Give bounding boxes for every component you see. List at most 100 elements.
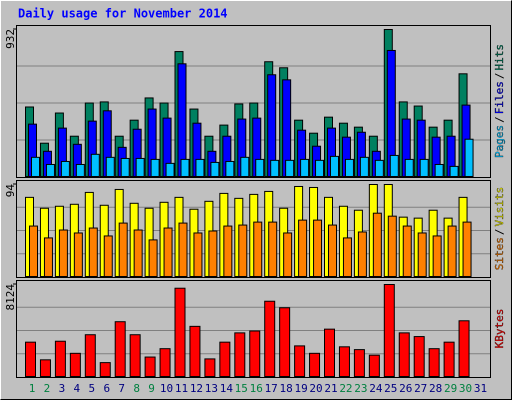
bar <box>458 320 470 377</box>
x-tick-label: 16 <box>250 382 263 395</box>
bar <box>225 160 235 178</box>
bar <box>25 341 36 378</box>
bar <box>210 161 220 178</box>
bar <box>234 332 246 378</box>
bar <box>159 348 171 378</box>
bar <box>359 156 369 177</box>
bar <box>58 229 68 277</box>
bar <box>279 307 291 377</box>
x-tick-label: 28 <box>429 382 442 395</box>
bar <box>255 158 265 178</box>
bar <box>45 163 55 178</box>
bar <box>204 358 216 377</box>
x-tick-label: 23 <box>354 382 367 395</box>
x-tick-label: 27 <box>414 382 427 395</box>
bar <box>103 235 113 277</box>
legend-separator: / <box>493 229 506 236</box>
bar <box>283 232 293 278</box>
x-tick-label: 14 <box>220 382 234 395</box>
bar <box>238 224 248 277</box>
x-tick-label: 17 <box>265 382 278 395</box>
legend: Sites/ Visits <box>493 187 506 271</box>
bar <box>324 328 335 378</box>
bar <box>75 163 85 178</box>
x-tick-label: 29 <box>444 382 457 395</box>
bar <box>344 158 354 178</box>
bar <box>338 346 350 377</box>
bar <box>253 221 263 278</box>
bar <box>300 158 310 178</box>
bar <box>29 225 38 277</box>
x-tick-label: 5 <box>88 382 95 395</box>
bar <box>99 362 111 377</box>
legend-entry: Sites <box>493 237 506 270</box>
bar <box>88 227 98 278</box>
bar <box>118 222 128 278</box>
bar <box>449 165 459 178</box>
legend-separator: / <box>493 116 506 123</box>
x-tick-label: 22 <box>339 382 352 395</box>
bar <box>69 352 81 378</box>
bar <box>31 156 40 177</box>
bar <box>223 225 233 277</box>
x-tick-label: 4 <box>74 382 81 395</box>
legend-entry: Hits <box>493 44 506 71</box>
bar <box>404 158 414 178</box>
legend-entry: Pages <box>493 125 506 158</box>
bar <box>383 284 395 377</box>
bar <box>54 340 66 378</box>
bar <box>150 158 160 178</box>
bar <box>328 224 337 277</box>
bar <box>129 334 141 377</box>
bar <box>270 159 280 178</box>
bar <box>163 227 173 278</box>
x-tick-label: 24 <box>369 382 383 395</box>
bar <box>353 349 365 378</box>
bar <box>432 235 442 277</box>
legend: KBytes <box>493 309 506 349</box>
bar <box>114 321 126 378</box>
bar <box>285 159 295 178</box>
bar <box>43 237 53 278</box>
x-tick-label: 6 <box>103 382 110 395</box>
bar <box>193 232 203 278</box>
bar <box>249 330 261 377</box>
x-tick-label: 21 <box>324 382 337 395</box>
bar <box>165 162 175 178</box>
bar <box>419 158 429 178</box>
bar <box>315 159 325 178</box>
bar <box>313 219 323 277</box>
x-tick-label: 8 <box>133 382 140 395</box>
bar <box>195 158 205 178</box>
x-tick-label: 11 <box>175 382 188 395</box>
x-tick-label: 9 <box>148 382 155 395</box>
bar <box>342 237 352 278</box>
y-tick-label: 932 <box>4 29 17 49</box>
bar <box>398 332 410 378</box>
x-tick-label: 26 <box>399 382 412 395</box>
bar <box>148 239 158 277</box>
bar <box>84 334 96 377</box>
bar <box>330 155 339 177</box>
bar <box>309 352 321 378</box>
bar <box>434 163 444 178</box>
legend-entry: Files <box>493 81 506 114</box>
bar <box>268 221 278 278</box>
bar <box>105 156 115 177</box>
y-tick-label: 8124 <box>4 284 17 311</box>
bar <box>174 287 186 377</box>
legend-separator: / <box>493 73 506 80</box>
bar <box>135 157 145 177</box>
chart-title: Daily usage for November 2014 <box>18 7 228 21</box>
x-tick-label: 15 <box>235 382 248 395</box>
bar <box>374 159 384 178</box>
legend-entry: KBytes <box>493 309 506 349</box>
x-tick-label: 20 <box>309 382 322 395</box>
bar <box>208 230 218 277</box>
bar <box>298 219 308 277</box>
bar <box>428 348 440 378</box>
bar <box>219 341 231 378</box>
bar <box>73 232 83 278</box>
bar <box>389 154 399 177</box>
